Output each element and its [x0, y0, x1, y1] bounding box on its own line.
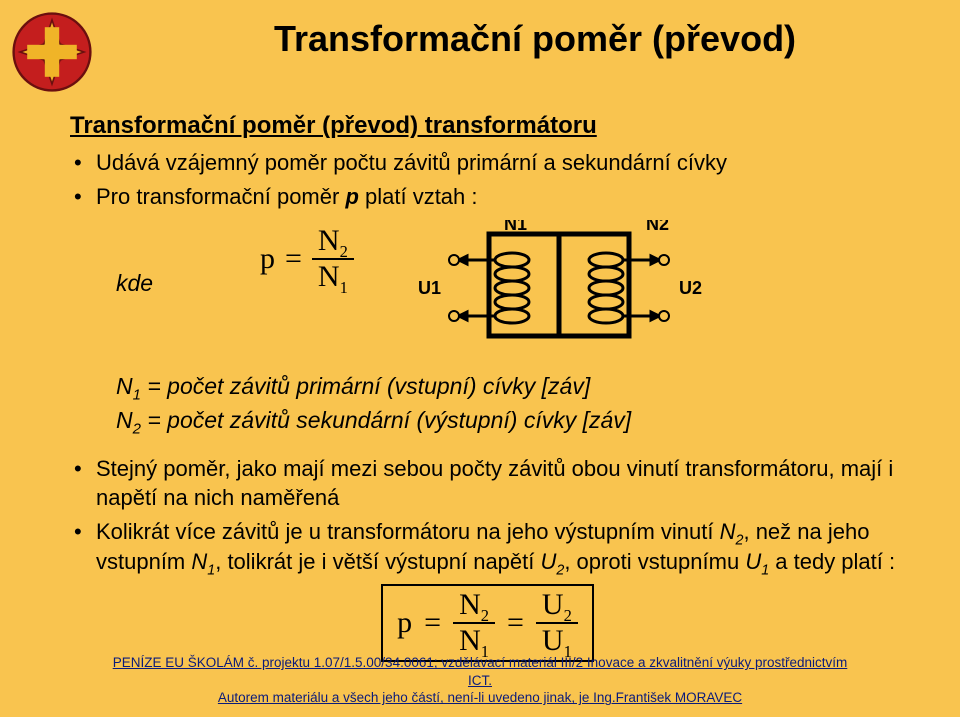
formula2: p = N2 N1 = U2 U1	[381, 584, 594, 662]
definitions: N1 = počet závitů primární (vstupní) cív…	[70, 371, 905, 435]
bullet-list-top: Udává vzájemný poměr počtu závitů primár…	[70, 148, 905, 211]
formula2-block: p = N2 N1 = U2 U1	[70, 584, 905, 662]
footer-line-2: Autorem materiálu a všech jeho částí, ne…	[100, 689, 860, 707]
formula2-lhs: p	[397, 603, 412, 644]
formula2-frac1: N2 N1	[453, 590, 495, 656]
transformer-diagram: N1 N2 U1 U2	[354, 220, 905, 358]
footer-line-1: PENÍZE EU ŠKOLÁM č. projektu 1.07/1.5.00…	[100, 654, 860, 689]
formula2-eq2: =	[507, 603, 524, 644]
def-line-2: N2 = počet závitů sekundární (výstupní) …	[116, 405, 905, 436]
transformer-diagram-icon: N1 N2 U1 U2	[404, 220, 714, 350]
kde-block: kde	[70, 220, 250, 299]
bullet-item: Pro transformační poměr p platí vztah :	[70, 182, 905, 212]
content-area: Transformační poměr (převod) transformát…	[70, 110, 905, 662]
section-heading: Transformační poměr (převod) transformát…	[70, 110, 905, 142]
formula1-block: p = N2 N1	[250, 220, 354, 292]
bullet-list-bottom: Stejný poměr, jako mají mezi sebou počty…	[70, 454, 905, 577]
formula1: p = N2 N1	[260, 226, 354, 292]
formula2-eq1: =	[424, 603, 441, 644]
diagram-label-n2: N2	[646, 220, 669, 234]
bullet-item: Udává vzájemný poměr počtu závitů primár…	[70, 148, 905, 178]
footer: PENÍZE EU ŠKOLÁM č. projektu 1.07/1.5.00…	[100, 654, 860, 707]
formula1-lhs: p	[260, 239, 275, 280]
bullet2-suffix: platí vztah :	[359, 184, 478, 209]
logo-icon	[12, 12, 92, 92]
formula1-num: N2	[312, 226, 354, 260]
formula1-den: N1	[312, 260, 354, 292]
diagram-label-n1: N1	[504, 220, 527, 234]
page-title: Transformační poměr (převod)	[140, 18, 930, 60]
bullet3-text: Stejný poměr, jako mají mezi sebou počty…	[96, 456, 893, 511]
formula1-eq: =	[285, 239, 302, 280]
diagram-label-u1: U1	[418, 278, 441, 298]
kde-word: kde	[116, 270, 153, 296]
formula2-frac2: U2 U1	[536, 590, 578, 656]
formula-row: kde p = N2 N1	[70, 220, 905, 358]
logo-badge	[12, 12, 92, 92]
bullet-item: Stejný poměr, jako mají mezi sebou počty…	[70, 454, 905, 513]
bullet-item: Kolikrát více závitů je u transformátoru…	[70, 517, 905, 576]
diagram-label-u2: U2	[679, 278, 702, 298]
bullet2-prefix: Pro transformační poměr	[96, 184, 345, 209]
bullet2-var: p	[345, 184, 358, 209]
def-line-1: N1 = počet závitů primární (vstupní) cív…	[116, 371, 905, 402]
bullet1-text: Udává vzájemný poměr počtu závitů primár…	[96, 150, 727, 175]
formula1-fraction: N2 N1	[312, 226, 354, 292]
